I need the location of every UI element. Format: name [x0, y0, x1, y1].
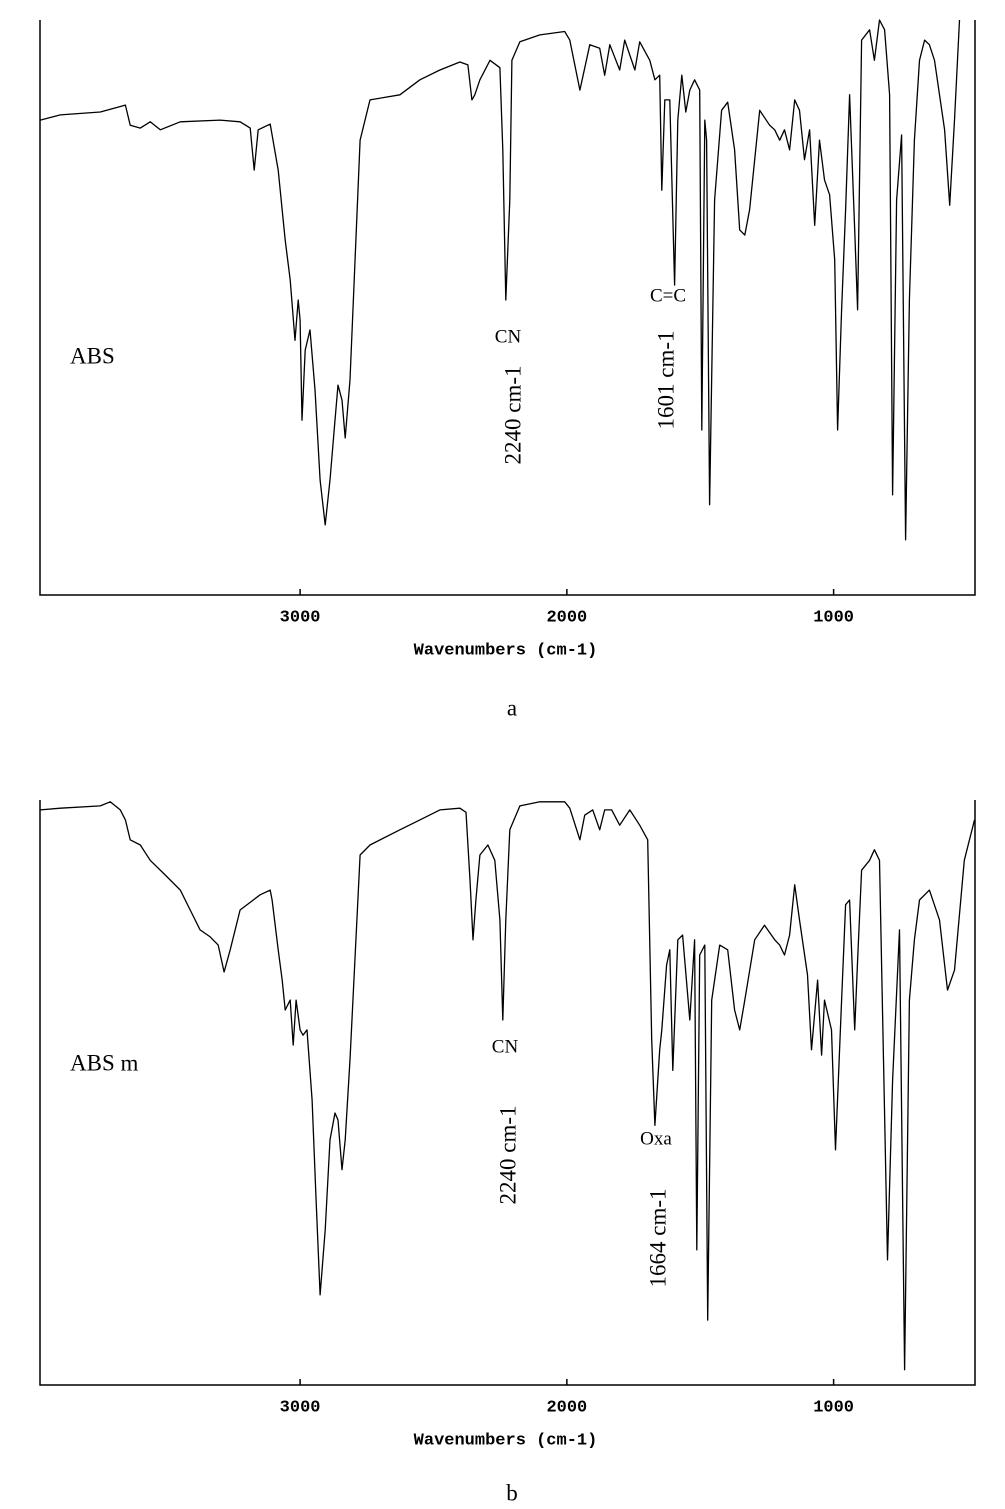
annotation: CN	[495, 326, 522, 347]
annotation: 1664 cm-1	[645, 1188, 670, 1287]
annotation: Oxa	[640, 1128, 672, 1149]
annotation: 2240 cm-1	[500, 365, 525, 464]
x-tick-label: 1000	[813, 608, 854, 627]
plot-frame	[39, 800, 976, 1386]
annotation: C=C	[650, 285, 686, 306]
x-tick-label: 3000	[280, 608, 321, 627]
annotation: CN	[492, 1036, 519, 1057]
x-tick-label: 2000	[546, 1398, 587, 1417]
x-axis-label: Wavenumbers (cm-1)	[414, 1431, 598, 1450]
x-tick-label: 3000	[280, 1398, 321, 1417]
x-axis-label: Wavenumbers (cm-1)	[414, 641, 598, 660]
spectrum-line	[40, 19, 961, 541]
plot-frame	[39, 20, 976, 596]
series-label: ABS	[70, 343, 115, 368]
x-tick-label: 1000	[813, 1398, 854, 1417]
annotation: 1601 cm-1	[653, 330, 678, 429]
x-tick-label: 2000	[546, 608, 587, 627]
caption: b	[506, 1480, 518, 1505]
annotation: 2240 cm-1	[495, 1105, 520, 1204]
spectrum-line	[40, 801, 976, 1371]
series-label: ABS m	[70, 1050, 138, 1075]
caption: a	[507, 695, 517, 720]
